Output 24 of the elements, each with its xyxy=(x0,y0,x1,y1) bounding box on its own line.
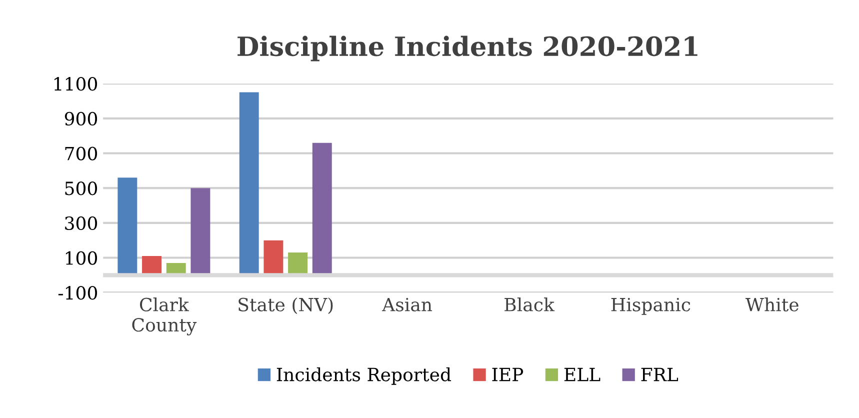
y-tick-label: 900 xyxy=(64,112,98,126)
legend-label: IEP xyxy=(492,368,524,382)
bar xyxy=(264,240,284,276)
y-tick-label: 300 xyxy=(65,216,98,230)
chart-title: Discipline Incidents 2020-2021 xyxy=(238,36,698,62)
y-tick-label: -100 xyxy=(58,286,98,300)
legend-label: Incidents Reported xyxy=(276,367,452,385)
bar xyxy=(288,252,308,276)
bar xyxy=(118,178,138,276)
bar xyxy=(190,188,210,276)
y-tick-label: 100 xyxy=(66,251,98,265)
y-tick-label: 1100 xyxy=(54,77,98,91)
x-tick-label: Black xyxy=(504,297,555,312)
y-tick-label: 700 xyxy=(65,146,98,160)
x-tick-label: White xyxy=(746,297,798,312)
bar xyxy=(312,142,332,276)
x-tick-label: Clark County xyxy=(132,297,197,336)
y-tick-label: 500 xyxy=(65,182,98,196)
x-tick-label: Asian xyxy=(382,298,432,312)
x-tick-label: State (NV) xyxy=(238,297,333,314)
x-tick-label: Hispanic xyxy=(611,298,690,315)
bar xyxy=(239,92,259,276)
legend-label: ELL xyxy=(564,368,600,382)
legend-label: FRL xyxy=(641,368,678,382)
